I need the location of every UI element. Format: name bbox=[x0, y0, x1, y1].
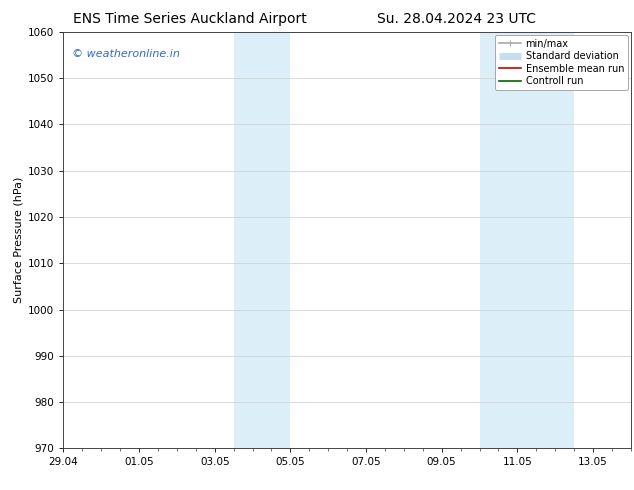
Text: ENS Time Series Auckland Airport: ENS Time Series Auckland Airport bbox=[74, 12, 307, 26]
Text: Su. 28.04.2024 23 UTC: Su. 28.04.2024 23 UTC bbox=[377, 12, 536, 26]
Y-axis label: Surface Pressure (hPa): Surface Pressure (hPa) bbox=[14, 177, 24, 303]
Bar bbox=[479, 32, 574, 448]
Bar bbox=[233, 32, 290, 448]
Legend: min/max, Standard deviation, Ensemble mean run, Controll run: min/max, Standard deviation, Ensemble me… bbox=[495, 35, 628, 90]
Text: © weatheronline.in: © weatheronline.in bbox=[72, 49, 180, 58]
